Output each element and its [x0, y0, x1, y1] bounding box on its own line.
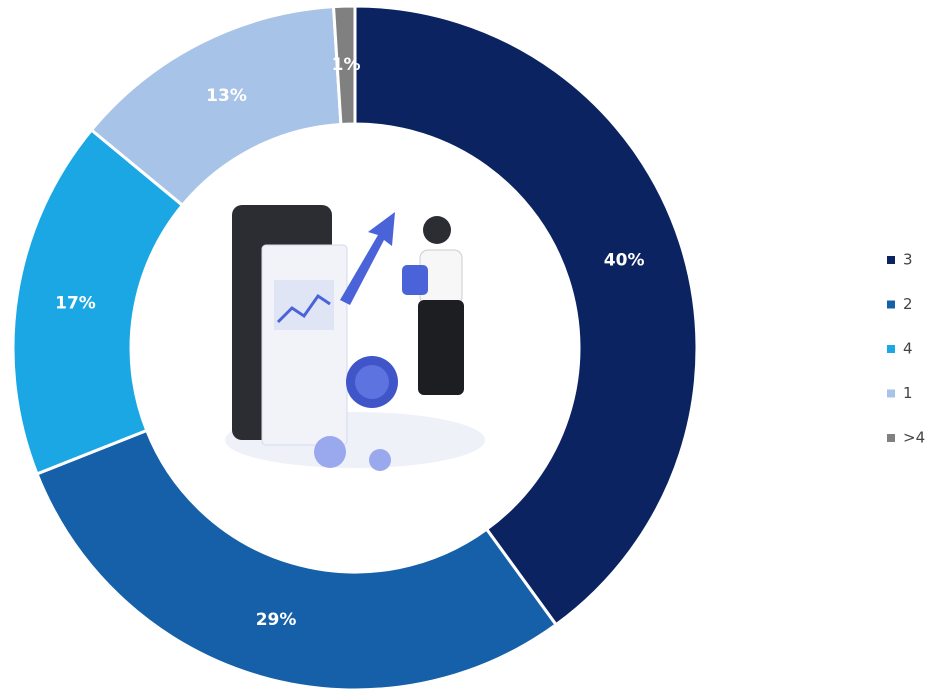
legend-label: 3: [903, 251, 913, 269]
legend-swatch: [887, 256, 895, 264]
donut-slice: [353, 4, 699, 627]
piggy-bank: [402, 265, 428, 295]
person-legs: [418, 300, 464, 395]
screen: [261, 244, 348, 446]
screen-line: [276, 293, 331, 324]
slice-label: 1%: [332, 55, 361, 75]
donut-slice: [35, 428, 559, 692]
donut-slice: [331, 4, 357, 127]
slice-label: 17%: [55, 294, 96, 314]
illustration: [225, 205, 485, 471]
legend-swatch: [887, 345, 895, 353]
coin-face: [355, 365, 389, 399]
legend: 3 2 4 1 >4: [887, 251, 925, 447]
legend-swatch: [887, 389, 895, 398]
legend-swatch: [887, 300, 895, 309]
legend-label: >4: [903, 429, 925, 447]
gear: [369, 449, 391, 471]
person-head: [423, 216, 451, 244]
legend-label: 4: [903, 340, 913, 358]
legend-swatch: [887, 434, 895, 442]
slice-label: 29%: [256, 610, 297, 630]
gear: [314, 436, 346, 468]
growth-arrow: [340, 212, 395, 305]
legend-label: 1: [903, 384, 913, 402]
donut: [11, 4, 699, 692]
screen-chart: [274, 280, 334, 330]
slice-label: 40%: [604, 251, 645, 271]
slice-label: 13%: [206, 86, 247, 106]
legend-label: 2: [903, 295, 913, 313]
